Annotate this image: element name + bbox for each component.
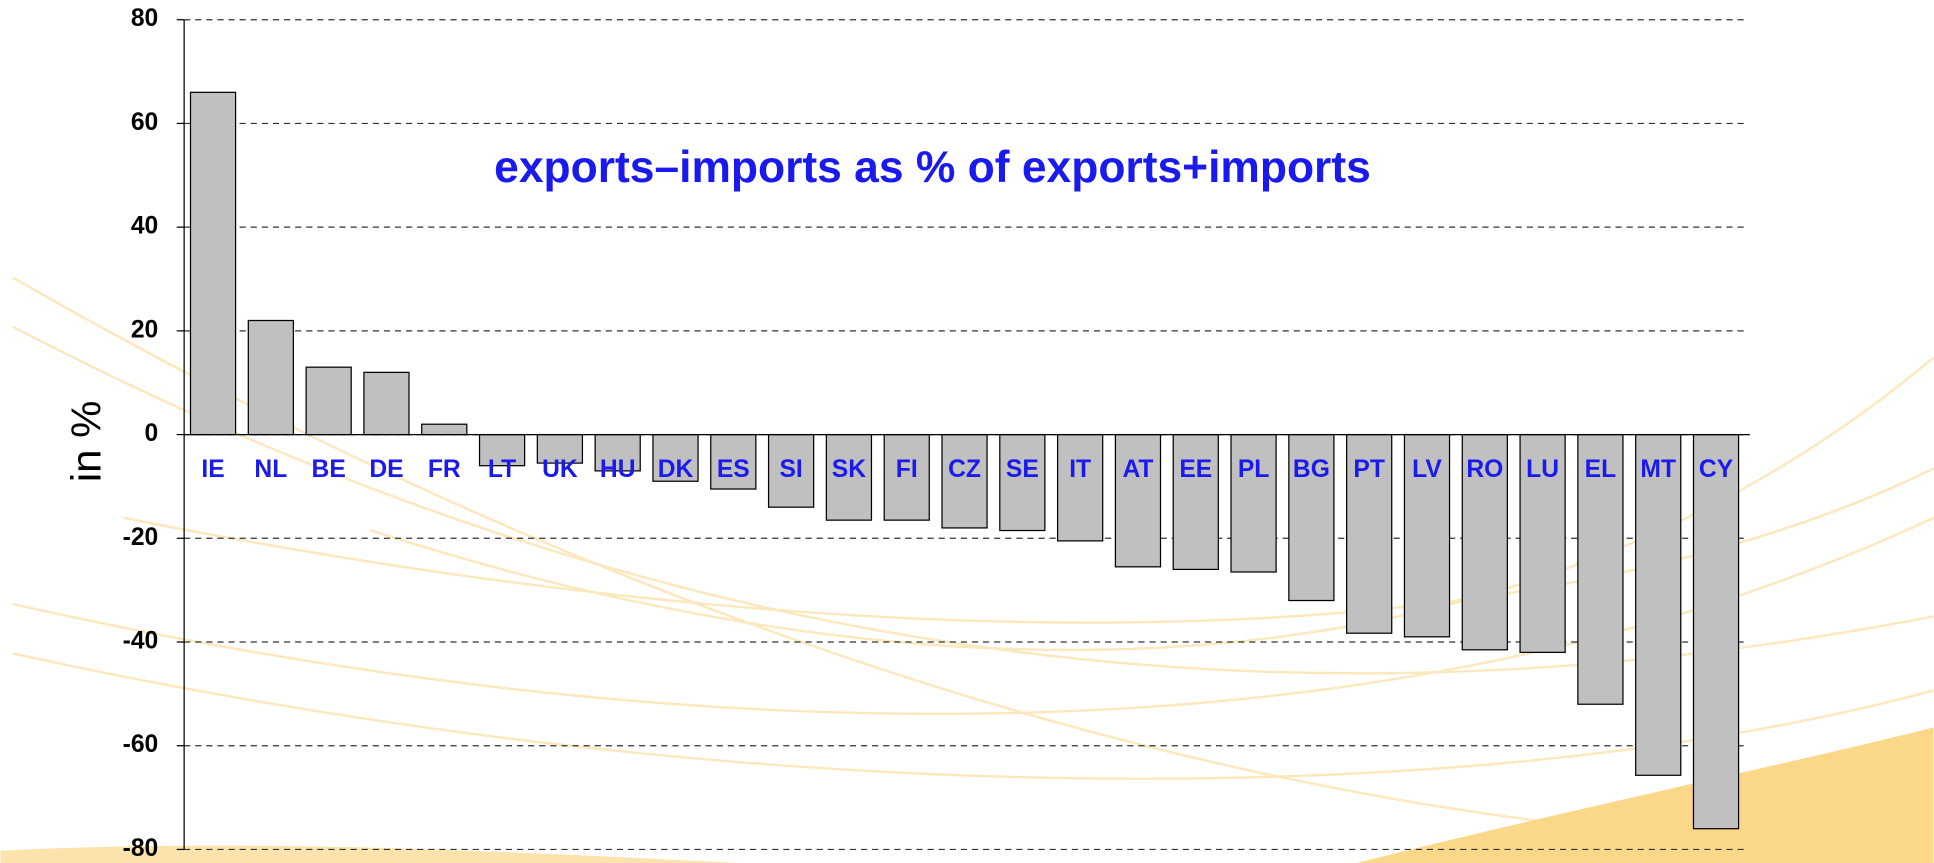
bar <box>825 433 873 521</box>
x-tick-label: BE <box>312 456 346 483</box>
background-shape <box>1356 727 1934 863</box>
bar <box>421 423 468 436</box>
y-tick-label: 40 <box>131 213 158 240</box>
x-tick-label: AT <box>1122 456 1153 483</box>
x-tick-label: LV <box>1412 456 1442 483</box>
background-shape <box>0 845 741 863</box>
x-tick-label: IT <box>1069 456 1091 483</box>
x-tick-label: PT <box>1353 456 1385 483</box>
x-tick-label: FR <box>428 456 461 483</box>
x-tick-label: FI <box>896 456 918 483</box>
bar <box>363 371 410 436</box>
x-tick-label: EE <box>1179 456 1212 483</box>
bar <box>189 91 237 436</box>
x-tick-label: ES <box>717 456 750 483</box>
x-tick-label: CY <box>1699 456 1734 483</box>
x-tick-label: LU <box>1526 456 1559 483</box>
bar <box>478 433 526 467</box>
bar <box>247 319 295 436</box>
y-tick-label: -60 <box>123 731 159 758</box>
bar <box>536 433 584 464</box>
bar <box>1577 433 1624 705</box>
bar <box>594 433 641 472</box>
x-tick-label: IE <box>201 456 224 483</box>
bar <box>1403 433 1451 638</box>
x-tick-label: HU <box>600 456 636 483</box>
y-tick-label: 60 <box>131 109 158 136</box>
x-tick-label: SI <box>779 456 802 483</box>
x-tick-label: SE <box>1006 456 1039 483</box>
y-tick-label: -40 <box>123 628 159 655</box>
bar <box>1114 433 1162 568</box>
x-tick-label: DE <box>369 456 403 483</box>
x-tick-label: UK <box>542 456 578 483</box>
bar <box>1461 433 1508 651</box>
x-tick-label: PL <box>1238 456 1270 483</box>
y-tick-label: 80 <box>131 5 158 32</box>
y-tick-label: 20 <box>131 316 158 343</box>
bar <box>1692 433 1740 830</box>
x-tick-label: SK <box>832 456 866 483</box>
x-tick-label: BG <box>1293 456 1330 483</box>
x-tick-label: DK <box>658 456 694 483</box>
y-tick-label: -80 <box>123 835 159 862</box>
bar <box>1172 433 1219 571</box>
bar <box>1346 433 1393 634</box>
bar <box>941 433 988 529</box>
y-tick-label: -20 <box>123 524 159 551</box>
x-tick-label: CZ <box>948 456 981 483</box>
background-decoration <box>12 276 1934 840</box>
x-tick-label: RO <box>1466 456 1503 483</box>
bar <box>767 433 815 508</box>
x-tick-label: EL <box>1585 456 1617 483</box>
bar <box>1288 433 1335 602</box>
x-tick-label: MT <box>1640 456 1676 483</box>
x-tick-label: LT <box>488 456 516 483</box>
chart-title: exports–imports as % of exports+imports <box>494 143 1371 192</box>
bar <box>1230 433 1277 573</box>
bar <box>305 366 352 436</box>
bar <box>710 433 757 490</box>
bar <box>999 433 1046 532</box>
x-tick-label: NL <box>254 456 287 483</box>
y-tick-label: 0 <box>145 420 159 447</box>
y-axis-label: in % <box>62 401 109 483</box>
bar <box>1635 433 1682 776</box>
bar <box>652 433 699 482</box>
bar <box>1056 433 1104 542</box>
